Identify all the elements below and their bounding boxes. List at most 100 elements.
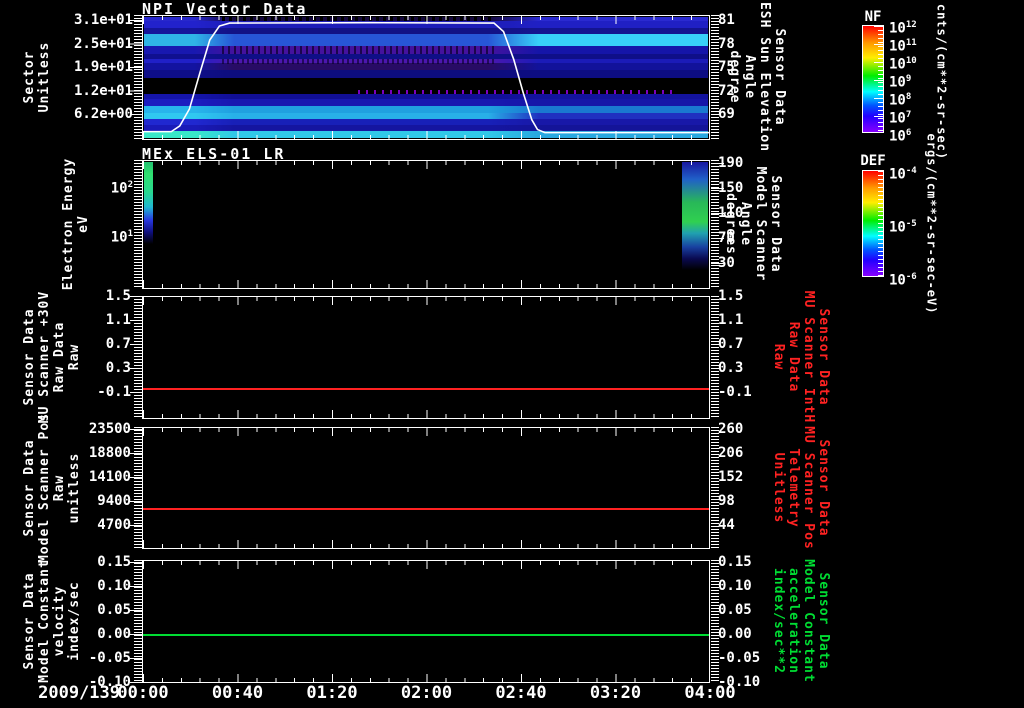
tick-label: 0.10 <box>97 578 131 594</box>
tick-label: 72 <box>718 82 735 99</box>
panel4-y-tick-labels: 23500 18800 14100 9400 4700 <box>36 421 131 533</box>
tick-label: 108 <box>889 92 912 109</box>
def-colorbar-ticks: 10-4 10-5 10-6 <box>889 163 931 289</box>
panel2-title: MEx ELS-01 LR <box>142 145 286 163</box>
spectrogram-row <box>144 20 708 28</box>
tick-label: 1.1 <box>718 312 744 328</box>
panel5-right-axis-label: Sensor Data Model Constant acceleration … <box>771 559 831 683</box>
def-colorbar-title: DEF <box>860 153 886 169</box>
panel1-npi-spectrogram <box>142 15 710 140</box>
tick-label: 260 <box>718 421 744 437</box>
y-axis-comb-right <box>711 15 719 140</box>
x-tick-labels: 00:00 00:40 01:20 02:00 02:40 03:20 04:00 <box>108 683 745 703</box>
panel4-scanner-pos-plot <box>142 427 710 549</box>
panel5-y-tick-labels: 0.15 0.10 0.05 0.00 -0.05 -0.10 <box>36 554 131 690</box>
x-tick-label: 00:40 <box>211 683 264 703</box>
tick-label: 69 <box>718 106 735 122</box>
date-label: 2009/139 <box>38 683 120 703</box>
tick-label: 1011 <box>889 38 917 55</box>
tick-label: -0.10 <box>718 674 761 690</box>
nf-colorbar-majors <box>874 26 883 132</box>
x-tick-label: 04:00 <box>684 683 736 703</box>
spectrogram-row <box>144 125 708 132</box>
tick-label: 0.05 <box>718 602 752 618</box>
tick-label: 70 <box>718 230 735 246</box>
spectrogram-row <box>144 27 708 35</box>
scanner-pos-data-line <box>143 507 709 510</box>
panel2-right-axis-label: Sensor Data Model Scanner Angle degrees <box>723 166 783 282</box>
x-major-ticks <box>143 161 709 169</box>
panel1-y-axis-label: Sector Unitless <box>22 41 52 113</box>
panel2-els-spectrogram <box>142 160 710 289</box>
panel5-right-tick-labels: 0.15 0.10 0.05 0.00 -0.05 -0.10 <box>718 554 763 690</box>
tick-label: 1.1 <box>105 312 131 328</box>
tick-label: 109 <box>889 74 912 91</box>
tick-label: 44 <box>718 517 735 533</box>
x-major-ticks <box>143 674 709 682</box>
tick-label: 1.5 <box>105 288 131 304</box>
tick-label: 152 <box>718 469 744 485</box>
tick-label: -0.05 <box>88 650 131 666</box>
spectrogram-row <box>144 99 708 107</box>
panel1-right-axis-label: Sensor Data ESH Sun Elevation Angle degr… <box>727 1 787 153</box>
tick-label: 1.9e+01 <box>73 59 133 75</box>
y-axis-comb-right <box>711 560 719 683</box>
tick-label: 190 <box>718 155 744 171</box>
nf-colorbar-ticks: 1012 1011 1010 109 108 107 106 <box>889 17 931 145</box>
panel2-y-axis-label: Electron Energy eV <box>61 157 91 291</box>
x-major-ticks <box>143 16 709 24</box>
nf-colorbar <box>862 25 884 133</box>
x-tick-label: 03:20 <box>589 683 642 703</box>
els-left-data-strip <box>144 162 153 262</box>
tick-label: 18800 <box>88 445 131 461</box>
y-axis-comb-left <box>134 160 142 289</box>
panel4-right-axis-label: Sensor Data MU Scanner Pos Telemetry Uni… <box>771 426 831 550</box>
x-tick-label: 02:00 <box>400 683 453 703</box>
tick-label: 2.5e+01 <box>73 35 133 52</box>
tick-label: 81 <box>718 12 735 28</box>
x-tick-label: 02:40 <box>495 683 547 703</box>
tick-label: 9400 <box>97 493 131 509</box>
tick-label: 23500 <box>88 421 131 437</box>
tick-label: -0.1 <box>718 384 752 400</box>
mu-scanner-data-line <box>143 387 709 390</box>
x-major-ticks <box>143 410 709 418</box>
y-axis-majors-left <box>130 562 143 684</box>
tick-label: 10-4 <box>889 166 917 183</box>
tick-label: 14100 <box>88 469 131 485</box>
tick-label: 107 <box>889 110 912 127</box>
y-axis-comb-right <box>711 427 719 549</box>
y-axis-majors-left <box>130 429 143 527</box>
tick-label: 0.15 <box>97 554 131 570</box>
tick-label: 4700 <box>97 517 131 533</box>
tick-label: 75 <box>718 59 735 75</box>
panel1-right-tick-labels: 81 78 75 72 69 <box>718 12 758 122</box>
tick-label: 78 <box>718 35 735 52</box>
x-major-ticks <box>143 540 709 548</box>
def-colorbar-units: ergs/(cm**2-sr-sec-eV) <box>924 133 939 315</box>
panel3-mu-scanner-plot <box>142 296 710 419</box>
tick-label: -0.10 <box>88 674 131 690</box>
tick-label: 1010 <box>889 56 917 73</box>
spectrogram-row <box>144 94 708 100</box>
els-right-data-strip <box>682 162 708 277</box>
tick-label: 1012 <box>889 20 917 37</box>
tick-label: 10-6 <box>889 272 917 289</box>
panel3-right-axis-label: Sensor Data MU Scanner IntH Raw Data Raw <box>771 290 831 424</box>
y-axis-majors-right <box>711 163 724 267</box>
tick-label: 0.7 <box>718 336 744 352</box>
spectrogram-row <box>144 53 708 59</box>
x-major-ticks <box>143 131 709 139</box>
tick-label: 0.3 <box>105 360 131 376</box>
tick-label: 206 <box>718 445 744 461</box>
velocity-data-line <box>143 633 709 636</box>
x-tick-label: 01:20 <box>306 683 358 703</box>
x-major-ticks <box>143 428 709 436</box>
tick-label: 110 <box>718 205 744 221</box>
tick-label: 30 <box>718 255 735 271</box>
tick-label: 0.15 <box>718 554 752 570</box>
tick-label: 0.05 <box>97 602 131 618</box>
x-major-ticks <box>143 561 709 569</box>
tick-label: 0.3 <box>718 360 744 376</box>
tick-label: 0.00 <box>718 626 752 642</box>
